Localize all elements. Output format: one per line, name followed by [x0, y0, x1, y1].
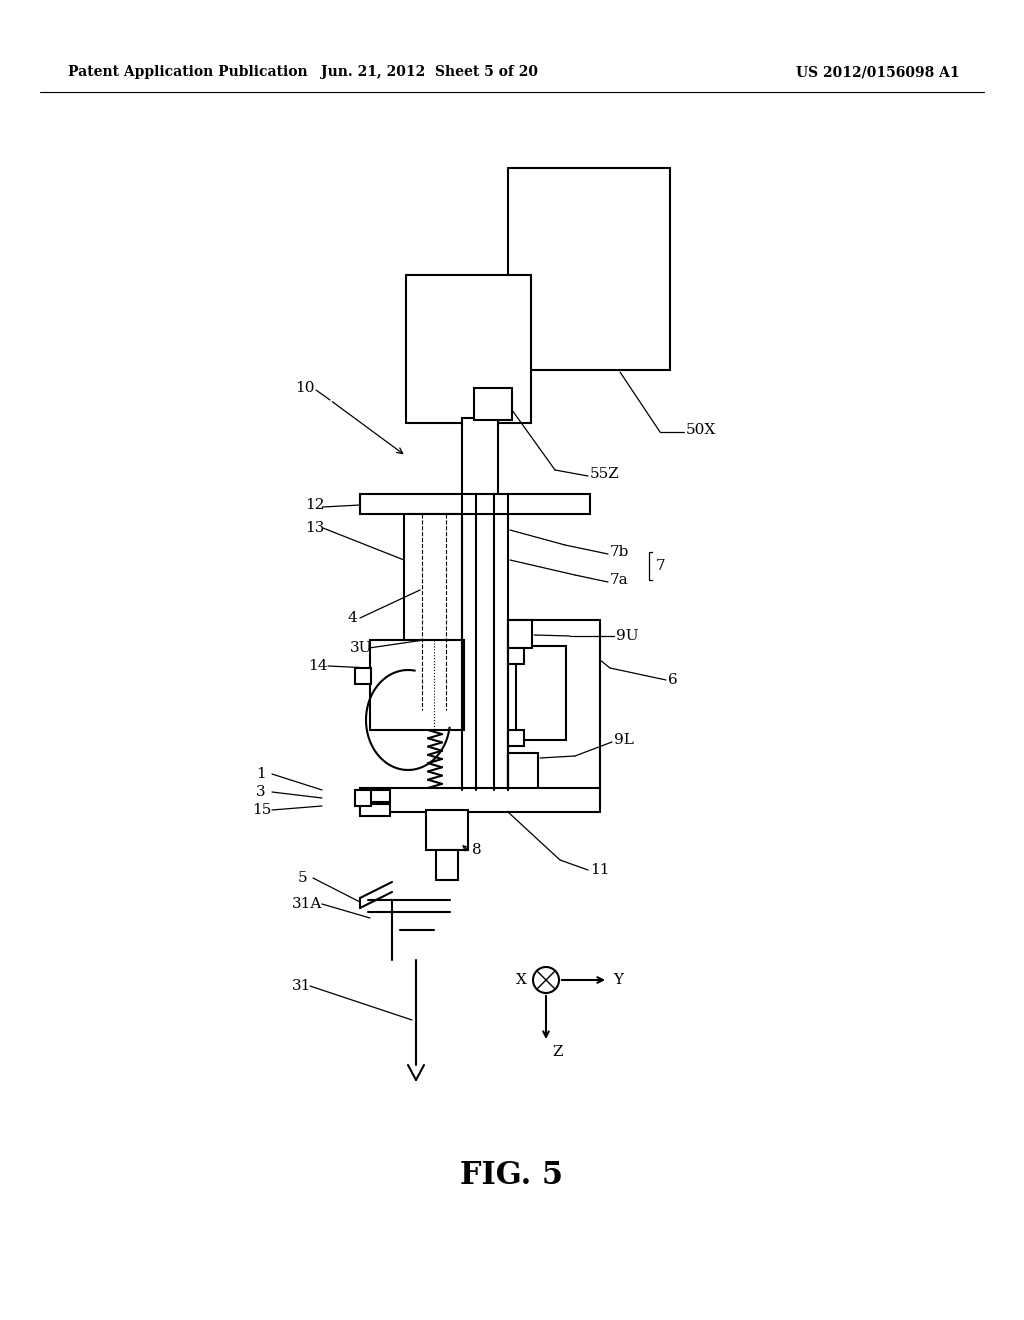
Bar — [508, 620, 600, 789]
Text: 7: 7 — [656, 558, 666, 573]
Text: 1: 1 — [256, 767, 266, 781]
Text: Y: Y — [613, 973, 623, 987]
Text: 55Z: 55Z — [590, 467, 620, 480]
Text: 14: 14 — [308, 659, 328, 673]
Text: X: X — [516, 973, 527, 987]
Text: 31A: 31A — [292, 898, 323, 911]
Text: 7b: 7b — [610, 545, 630, 558]
Bar — [360, 788, 600, 812]
Text: Patent Application Publication: Patent Application Publication — [68, 65, 307, 79]
Bar — [360, 804, 390, 816]
Text: 5: 5 — [298, 871, 307, 884]
Text: 8: 8 — [472, 843, 481, 857]
Text: FIG. 5: FIG. 5 — [461, 1159, 563, 1191]
Text: 50X: 50X — [686, 422, 716, 437]
Text: 4: 4 — [348, 611, 357, 624]
Text: 12: 12 — [305, 498, 325, 512]
Bar — [474, 388, 512, 420]
Bar — [404, 513, 462, 710]
Text: 9U: 9U — [616, 630, 639, 643]
Bar — [516, 645, 566, 741]
Bar — [360, 789, 390, 803]
Text: US 2012/0156098 A1: US 2012/0156098 A1 — [797, 65, 961, 79]
Bar — [508, 648, 524, 664]
Bar — [508, 620, 532, 648]
Text: 31: 31 — [292, 979, 311, 993]
Bar — [508, 752, 538, 789]
Text: 10: 10 — [295, 381, 314, 395]
Text: 11: 11 — [590, 863, 609, 876]
Bar — [370, 640, 464, 730]
Bar — [355, 789, 371, 807]
Bar — [462, 418, 498, 498]
Bar — [406, 275, 531, 422]
Text: 9L: 9L — [614, 733, 634, 747]
Text: 7a: 7a — [610, 573, 629, 587]
Text: Jun. 21, 2012  Sheet 5 of 20: Jun. 21, 2012 Sheet 5 of 20 — [322, 65, 539, 79]
Text: 15: 15 — [252, 803, 271, 817]
Bar — [355, 668, 371, 684]
Text: Z: Z — [552, 1045, 562, 1059]
Bar — [360, 494, 590, 513]
Bar — [508, 730, 524, 746]
Bar — [426, 810, 468, 850]
Bar — [436, 850, 458, 880]
Text: 13: 13 — [305, 521, 325, 535]
Bar — [508, 168, 670, 370]
Text: 6: 6 — [668, 673, 678, 686]
Text: 3U: 3U — [350, 642, 373, 655]
Text: 3: 3 — [256, 785, 265, 799]
